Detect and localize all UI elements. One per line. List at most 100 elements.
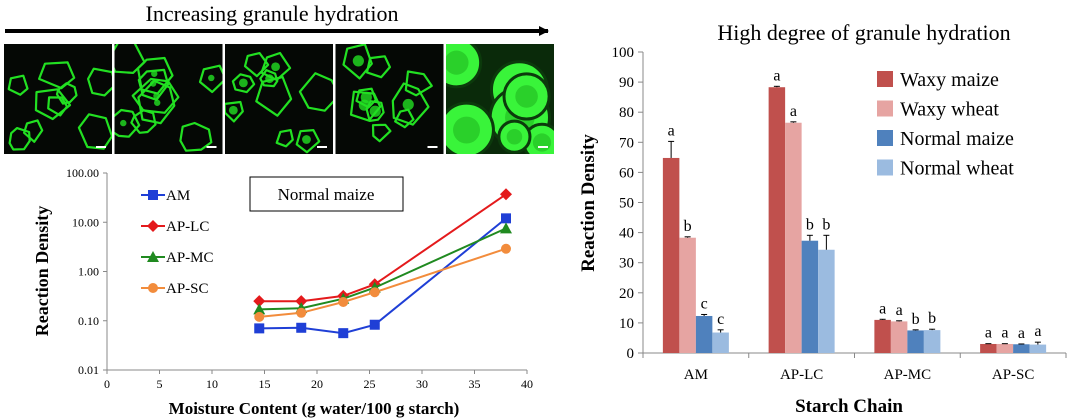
bar-legend-label: Waxy maize — [900, 69, 999, 91]
granule-outline — [34, 88, 72, 121]
granule-outline — [255, 75, 293, 117]
granule-outline — [342, 44, 373, 80]
line-chart: Normal maize Moisture Content (g water/1… — [32, 166, 533, 418]
micrograph-4 — [335, 44, 444, 154]
bar-ap-mc-1: a — [890, 302, 908, 353]
bar — [1029, 344, 1047, 353]
triangle-marker — [500, 222, 512, 234]
line-legend-item: AP-SC — [141, 281, 209, 297]
bar-ap-mc-3: b — [923, 310, 941, 353]
line-x-tick-label: 15 — [259, 377, 271, 391]
granule-outline — [8, 127, 31, 151]
granule-outline — [47, 96, 69, 117]
significance-letter: a — [1001, 325, 1008, 342]
triangle-marker — [147, 251, 159, 262]
bar-ap-lc-1: a — [785, 103, 802, 353]
granule-hilum — [265, 74, 274, 84]
bar — [695, 315, 713, 353]
granule-group — [225, 51, 333, 154]
bar-ap-mc-0: a — [874, 300, 891, 353]
granule-hilum — [352, 55, 364, 67]
bar-chart: High degree of granule hydration Starch … — [578, 20, 1067, 417]
granule-outline — [114, 44, 146, 75]
bar-y-tick-label: 30 — [619, 256, 634, 272]
bar-y-tick-label: 10 — [619, 316, 634, 332]
bar — [890, 321, 908, 353]
bar — [996, 343, 1014, 353]
bar — [1013, 344, 1030, 353]
granule-outline — [371, 123, 392, 143]
granule-outline — [137, 68, 170, 101]
bar — [785, 122, 802, 353]
granule-outline — [114, 108, 141, 138]
bar — [818, 249, 835, 353]
granule-outline — [137, 79, 176, 125]
diamond-marker — [147, 220, 159, 232]
significance-letter: a — [879, 300, 886, 317]
line-legend-item: AP-MC — [141, 250, 214, 266]
granule-core — [515, 85, 538, 108]
granule-core — [453, 116, 480, 144]
significance-letter: a — [773, 67, 780, 84]
micrograph-background — [335, 44, 444, 154]
granule-outline — [275, 129, 294, 148]
line-legend-label: AM — [166, 188, 190, 204]
granule-hilum — [360, 91, 372, 103]
bar — [907, 330, 924, 353]
significance-letter: c — [701, 295, 708, 312]
line-x-tick-label: 30 — [416, 377, 428, 391]
bar-am-2: c — [695, 295, 713, 353]
granule-outline — [365, 55, 391, 79]
line-y-axis-label: Reaction Density — [32, 206, 52, 336]
micrograph-5 — [446, 44, 554, 154]
circle-marker — [501, 243, 511, 254]
significance-letter: b — [806, 216, 814, 233]
bar-category-label: AM — [684, 367, 708, 383]
bar-legend-item: Normal maize — [877, 128, 1014, 150]
granule-hilum — [154, 99, 161, 106]
line-legend-label: AP-MC — [166, 250, 214, 266]
line-series-am — [254, 213, 511, 339]
circle-marker — [338, 297, 349, 308]
inset-label-box — [249, 176, 404, 212]
square-marker — [296, 322, 307, 333]
line-y-tick-label: 100.00 — [66, 166, 99, 180]
circle-marker — [296, 307, 307, 318]
square-marker — [254, 323, 265, 334]
square-marker — [501, 213, 511, 224]
granule-outline — [55, 82, 78, 105]
bar-y-tick-label: 100 — [612, 45, 635, 61]
granule-hilum — [271, 62, 280, 72]
bar-ap-sc-1: a — [996, 325, 1014, 353]
bar — [923, 330, 941, 353]
granule-hilum — [149, 80, 157, 87]
legend-swatch — [877, 130, 893, 146]
bar-y-tick-label: 50 — [619, 196, 634, 212]
granule-outline — [394, 108, 415, 129]
bar-legend-label: Normal maize — [900, 128, 1014, 150]
bar-legend-item: Waxy maize — [877, 69, 999, 91]
bar-am-3: c — [712, 311, 729, 353]
bar — [662, 157, 680, 353]
bar-y-tick-label: 70 — [619, 135, 634, 151]
diamond-marker — [500, 188, 512, 201]
bar-am-0: a — [662, 122, 680, 353]
granule-core — [506, 128, 523, 145]
bar-category-label: AP-MC — [884, 367, 932, 383]
micrograph-background — [114, 44, 223, 154]
line-x-tick-label: 0 — [104, 377, 110, 391]
inset-label: Normal maize — [278, 185, 375, 204]
significance-letter: a — [985, 325, 992, 342]
circle-marker — [254, 311, 265, 322]
bar-category-label: AP-LC — [780, 367, 823, 383]
bar-y-tick-label: 20 — [619, 286, 634, 302]
bar-y-tick-label: 90 — [619, 75, 634, 91]
granule-outline — [243, 51, 270, 78]
line-y-tick-label: 0.10 — [78, 314, 99, 328]
line-x-tick-label: 25 — [364, 377, 376, 391]
granule-hilum — [302, 135, 311, 144]
triangle-marker — [253, 303, 266, 315]
significance-letter: b — [684, 218, 692, 235]
bar-ap-sc-3: a — [1029, 323, 1047, 353]
